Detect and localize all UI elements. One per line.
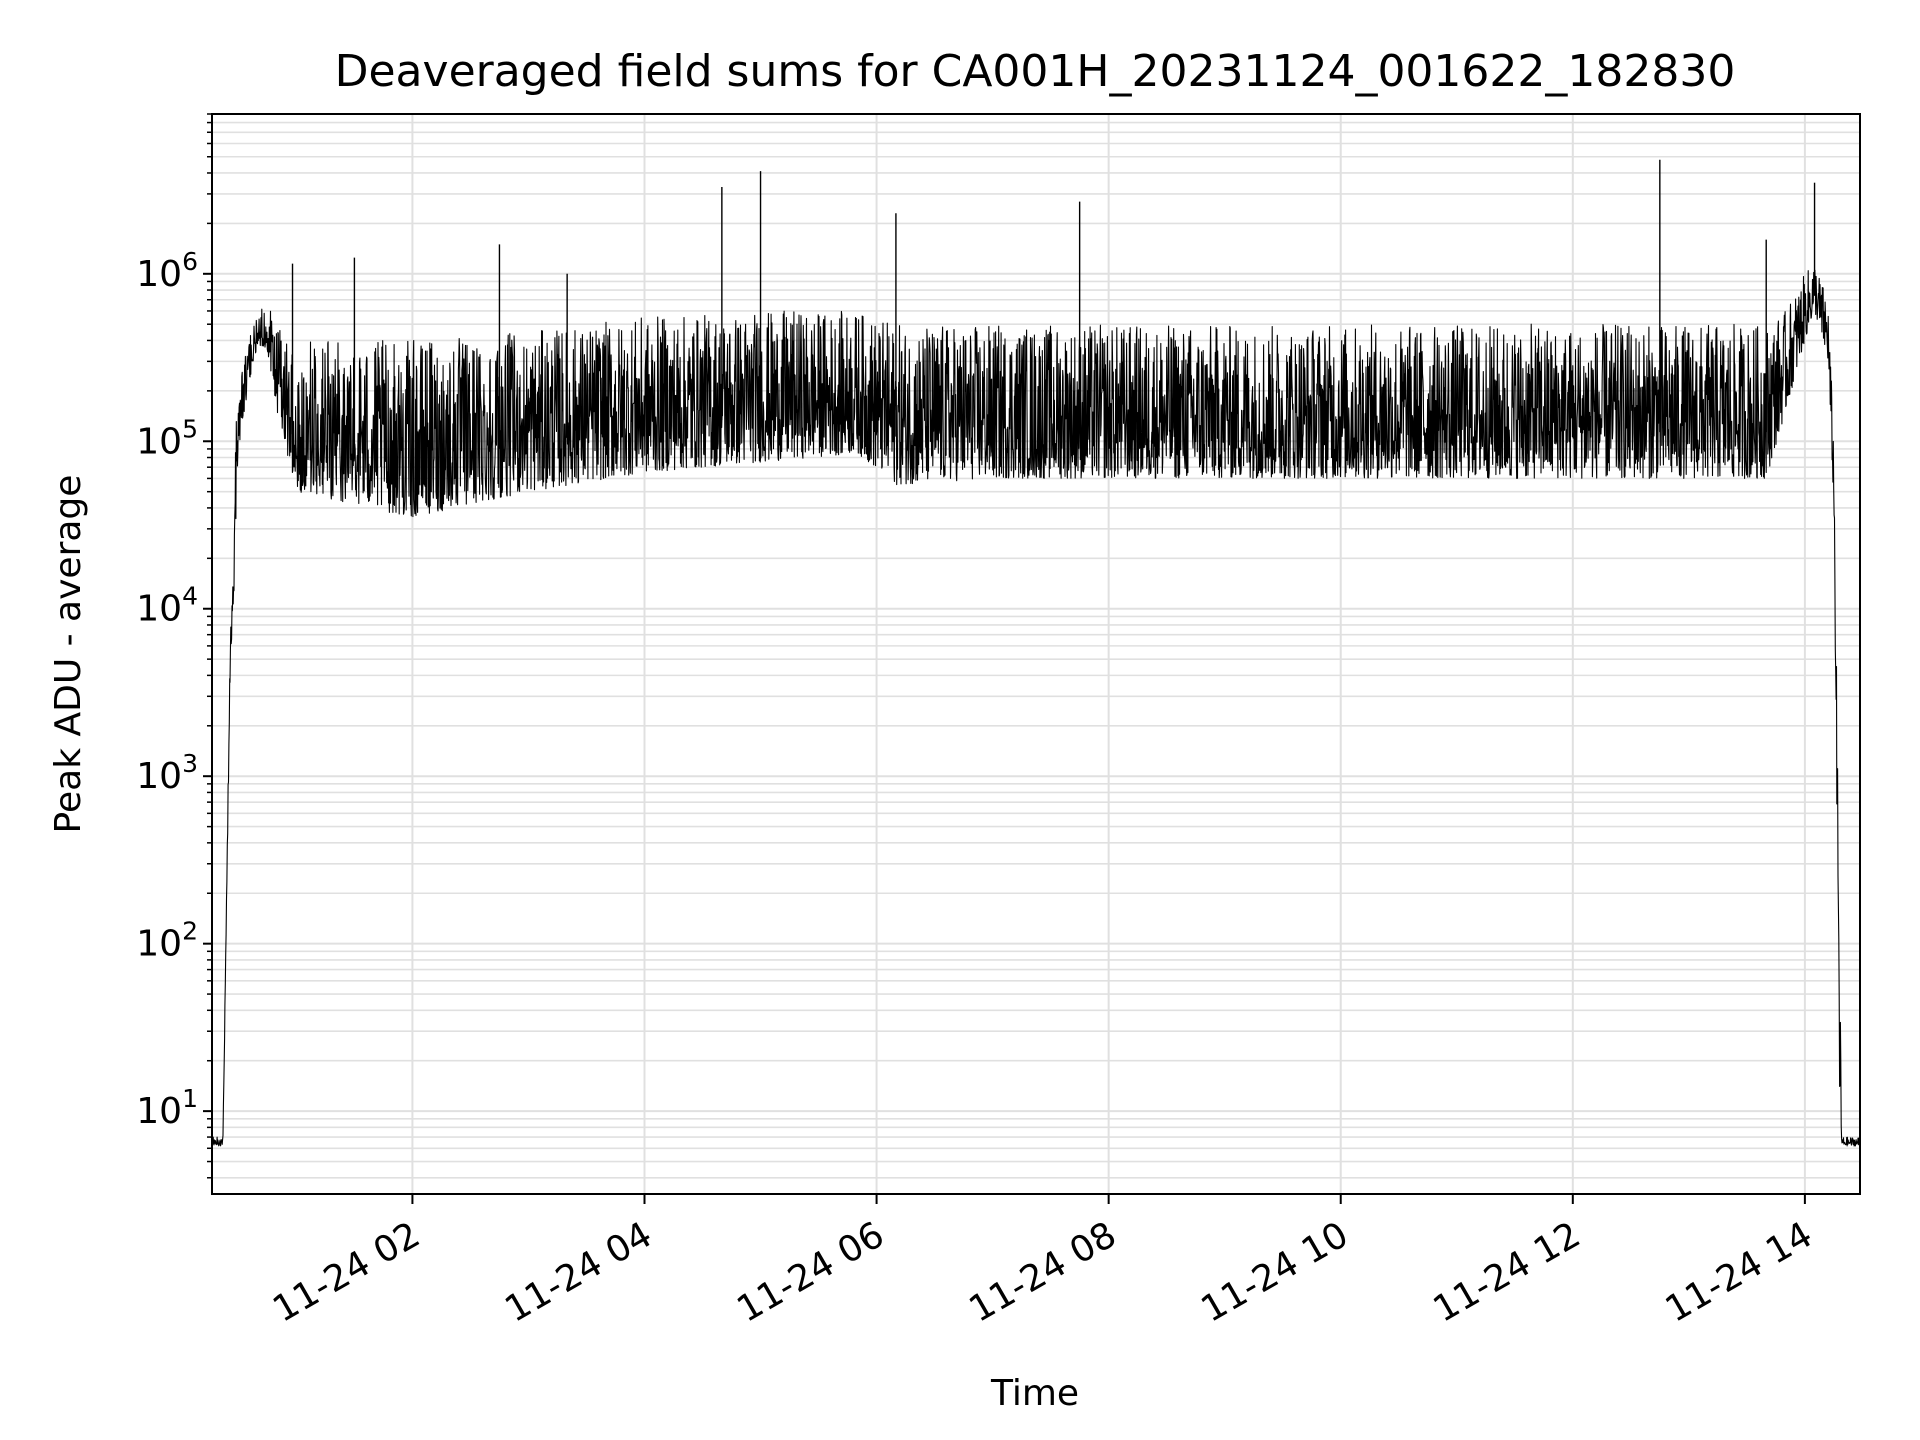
y-tick-label: 106 xyxy=(136,247,198,295)
x-tick-label: 11-24 04 xyxy=(498,1214,659,1330)
x-axis-label: Time xyxy=(990,1373,1079,1414)
y-axis: 101 102 103 104 105 106 xyxy=(136,113,212,1179)
x-tick-label: 11-24 06 xyxy=(730,1214,891,1330)
grid xyxy=(212,113,1860,1194)
x-tick-label: 11-24 08 xyxy=(962,1214,1123,1330)
x-tick-label: 11-24 12 xyxy=(1427,1214,1588,1330)
chart-title: Deaveraged field sums for CA001H_2023112… xyxy=(335,46,1736,97)
series-line xyxy=(211,269,1861,1147)
x-axis: 11-24 02 11-24 04 11-24 06 11-24 08 11-24 10… xyxy=(266,1194,1819,1331)
y-tick-label: 102 xyxy=(136,917,198,965)
plot-frame xyxy=(211,113,1861,1195)
y-tick-label: 101 xyxy=(136,1084,198,1132)
y-axis-label: Peak ADU - average xyxy=(48,475,89,834)
x-tick-label: 11-24 10 xyxy=(1195,1214,1356,1330)
y-tick-label: 105 xyxy=(136,414,198,462)
data-layer xyxy=(211,159,1861,1147)
x-tick-label: 11-24 02 xyxy=(266,1214,427,1330)
y-tick-label: 104 xyxy=(136,582,198,630)
y-tick-label: 103 xyxy=(136,749,198,797)
x-tick-label: 11-24 14 xyxy=(1659,1214,1820,1330)
